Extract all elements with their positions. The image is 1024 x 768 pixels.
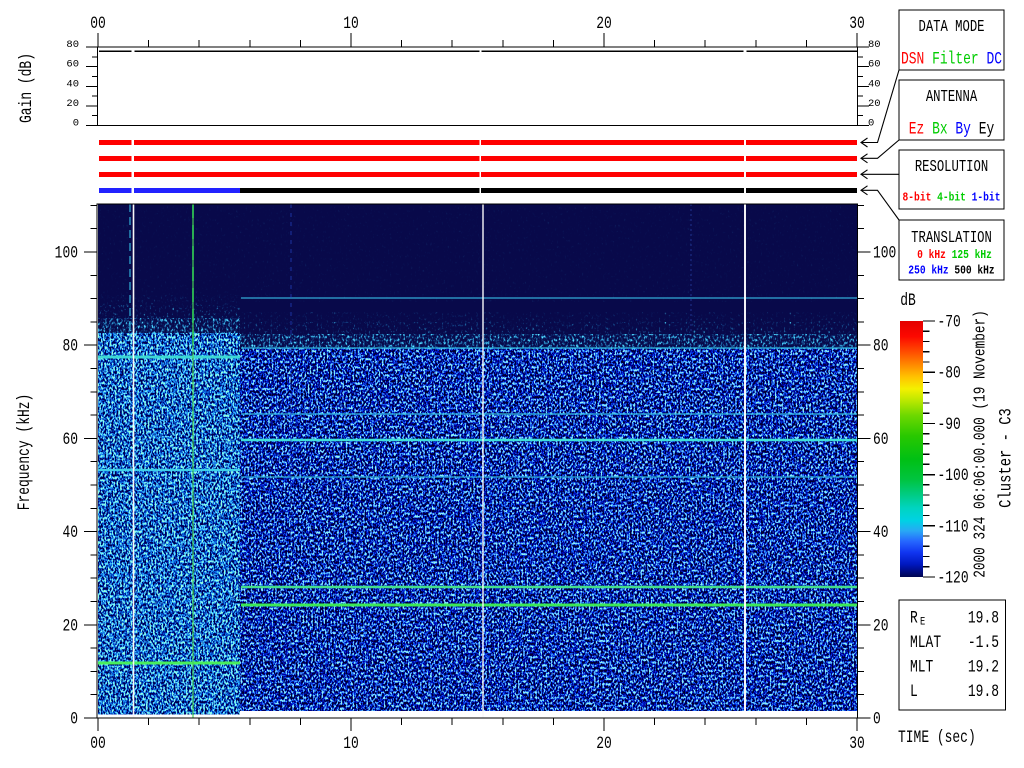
svg-text:TIME (sec): TIME (sec) <box>898 727 976 748</box>
svg-text:R: R <box>910 608 918 629</box>
svg-text:2000 324 06:06:00.000 (19 Nove: 2000 324 06:06:00.000 (19 November) <box>970 310 990 578</box>
svg-text:80: 80 <box>66 39 79 51</box>
svg-text:19.8: 19.8 <box>968 681 999 702</box>
svg-text:100: 100 <box>55 243 78 264</box>
svg-text:-80: -80 <box>938 363 961 384</box>
svg-text:60: 60 <box>62 429 78 450</box>
svg-text:-70: -70 <box>938 312 961 333</box>
svg-text:RESOLUTION: RESOLUTION <box>915 158 988 176</box>
svg-text:1-bit: 1-bit <box>972 192 1001 205</box>
svg-text:20: 20 <box>596 13 612 34</box>
svg-text:0: 0 <box>73 118 79 130</box>
svg-text:00: 00 <box>90 13 106 34</box>
svg-text:-90: -90 <box>938 414 961 435</box>
svg-text:-100: -100 <box>938 465 969 486</box>
svg-text:250 kHz: 250 kHz <box>908 265 948 278</box>
svg-text:19.8: 19.8 <box>968 608 999 629</box>
svg-text:20: 20 <box>66 98 79 110</box>
svg-text:0: 0 <box>873 709 881 730</box>
svg-text:8-bit: 8-bit <box>903 192 932 205</box>
svg-text:Filter: Filter <box>932 49 979 70</box>
svg-text:20: 20 <box>873 615 889 636</box>
svg-text:DSN: DSN <box>901 49 924 70</box>
svg-text:30: 30 <box>849 733 865 754</box>
svg-text:60: 60 <box>873 429 889 450</box>
svg-text:L: L <box>910 681 918 702</box>
svg-text:0: 0 <box>70 709 78 730</box>
svg-text:500 kHz: 500 kHz <box>954 265 994 278</box>
svg-text:80: 80 <box>873 336 889 357</box>
svg-text:10: 10 <box>343 733 359 754</box>
svg-text:80: 80 <box>62 336 78 357</box>
svg-text:19.2: 19.2 <box>968 657 999 678</box>
svg-text:-1.5: -1.5 <box>968 632 999 653</box>
svg-text:-110: -110 <box>938 516 969 537</box>
svg-text:00: 00 <box>90 733 106 754</box>
svg-text:0 kHz: 0 kHz <box>917 249 946 262</box>
svg-text:20: 20 <box>62 615 78 636</box>
svg-text:MLAT: MLAT <box>910 632 941 653</box>
svg-text:-120: -120 <box>938 568 969 589</box>
svg-text:Cluster - C3: Cluster - C3 <box>996 408 1016 508</box>
svg-text:dB: dB <box>900 290 916 311</box>
svg-text:ANTENNA: ANTENNA <box>926 88 977 106</box>
svg-text:60: 60 <box>66 59 79 71</box>
svg-text:Ez: Ez <box>909 119 925 140</box>
svg-text:MLT: MLT <box>910 657 933 678</box>
svg-text:By: By <box>955 119 971 140</box>
svg-text:40: 40 <box>868 78 881 90</box>
svg-text:Bx: Bx <box>932 119 948 140</box>
svg-text:0: 0 <box>868 118 874 130</box>
svg-text:TRANSLATION: TRANSLATION <box>911 229 992 247</box>
svg-text:E: E <box>920 616 925 628</box>
svg-text:Gain (dB): Gain (dB) <box>16 53 37 123</box>
svg-text:20: 20 <box>596 733 612 754</box>
svg-text:Frequency (kHz): Frequency (kHz) <box>14 394 35 511</box>
svg-text:100: 100 <box>873 243 896 264</box>
svg-text:30: 30 <box>849 13 865 34</box>
svg-text:DATA MODE: DATA MODE <box>918 18 984 36</box>
svg-text:60: 60 <box>868 59 881 71</box>
svg-text:10: 10 <box>343 13 359 34</box>
svg-text:DC: DC <box>986 49 1002 70</box>
svg-text:80: 80 <box>868 39 881 51</box>
svg-text:40: 40 <box>66 78 79 90</box>
svg-text:4-bit: 4-bit <box>937 192 966 205</box>
svg-text:Ey: Ey <box>979 119 995 140</box>
svg-text:125 kHz: 125 kHz <box>952 249 992 262</box>
svg-text:40: 40 <box>873 522 889 543</box>
svg-text:40: 40 <box>62 522 78 543</box>
svg-text:20: 20 <box>868 98 881 110</box>
